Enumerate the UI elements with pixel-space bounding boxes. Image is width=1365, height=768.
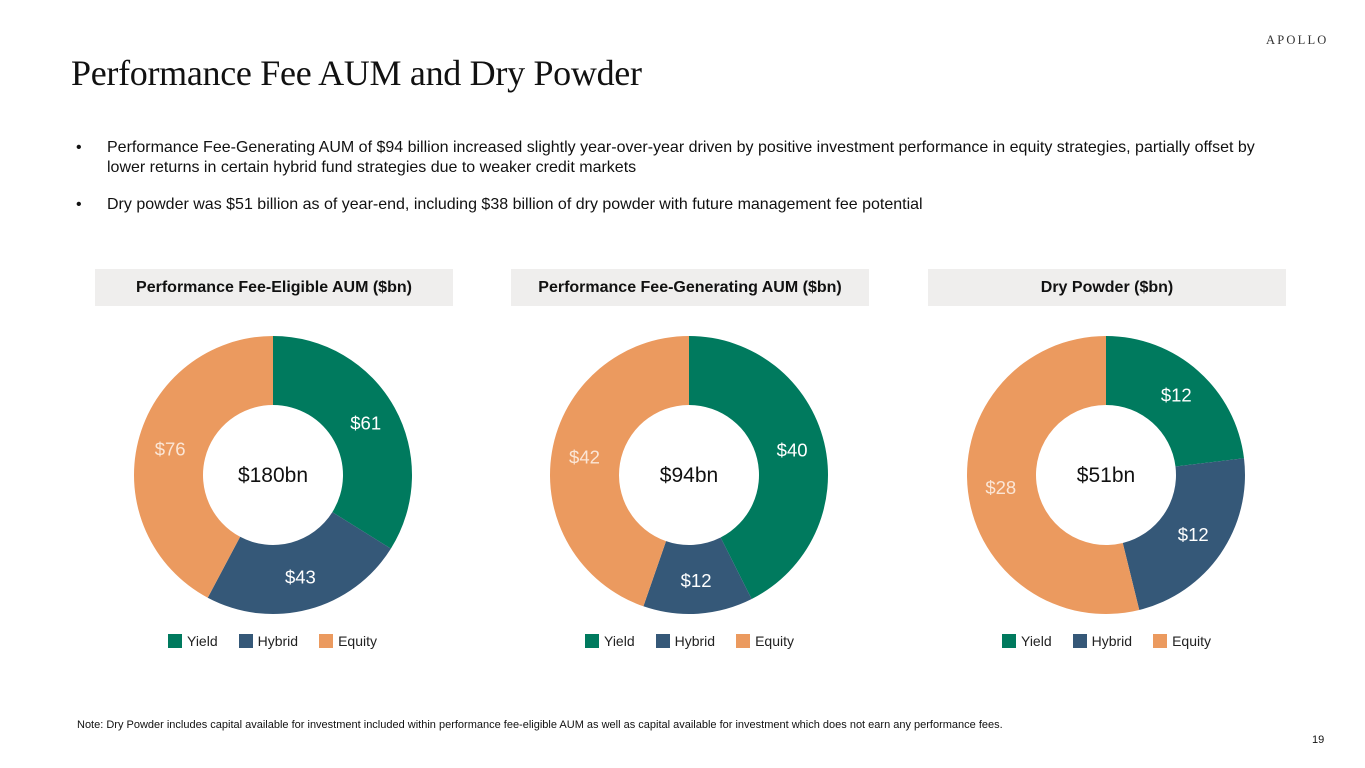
- legend-item-hybrid: Hybrid: [238, 633, 299, 649]
- legend-item-hybrid: Hybrid: [1072, 633, 1133, 649]
- legend-item-yield: Yield: [168, 633, 218, 649]
- data-label-yield: $40: [777, 439, 808, 460]
- data-label-equity: $42: [569, 446, 600, 467]
- legend-label: Hybrid: [1091, 633, 1133, 649]
- center-label: $180bn: [238, 464, 308, 487]
- legend-swatch-equity: [1153, 634, 1168, 648]
- bullet-text: Dry powder was $51 billion as of year-en…: [107, 196, 923, 213]
- center-label: $94bn: [660, 464, 718, 487]
- donut-slice-yield: [1106, 336, 1244, 467]
- chart-title-fee-eligible: Performance Fee-Eligible AUM ($bn): [95, 269, 453, 306]
- legend-swatch-yield: [585, 634, 599, 648]
- legend-label: Yield: [1021, 633, 1052, 649]
- donut-slice-yield: [689, 336, 828, 600]
- legend-label: Yield: [604, 633, 635, 649]
- legend-swatch-equity: [736, 634, 751, 648]
- bullet-list: • Performance Fee-Generating AUM of $94 …: [76, 138, 1296, 232]
- legend-swatch-equity: [319, 634, 334, 648]
- legend-label: Equity: [338, 633, 378, 649]
- legend-item-yield: Yield: [585, 633, 635, 649]
- center-label: $51bn: [1077, 464, 1135, 487]
- bullet-marker: •: [76, 139, 82, 156]
- data-label-equity: $76: [155, 438, 186, 459]
- legend: Yield Hybrid Equity: [1002, 633, 1232, 649]
- page-number: 19: [1312, 734, 1325, 746]
- legend-swatch-yield: [168, 634, 182, 648]
- legend-label: Hybrid: [257, 633, 299, 649]
- donut-slice-equity: [550, 336, 689, 607]
- legend: Yield Hybrid Equity: [168, 633, 398, 649]
- data-label-hybrid: $12: [681, 570, 712, 591]
- data-label-hybrid: $43: [285, 566, 316, 587]
- legend-swatch-hybrid: [655, 634, 670, 648]
- donut-slice-yield: [273, 336, 413, 549]
- donut-chart-fee-eligible: $61 $43 $76 $180bn: [134, 336, 413, 614]
- donut-chart-fee-generating: $40 $12 $42 $94bn: [550, 336, 828, 614]
- bullet-marker: •: [76, 196, 82, 213]
- donut-slice-hybrid: [207, 512, 391, 614]
- donut-slice-hybrid: [1122, 458, 1245, 610]
- legend-swatch-hybrid: [1072, 634, 1087, 648]
- chart-title-fee-generating: Performance Fee-Generating AUM ($bn): [511, 269, 869, 306]
- data-label-equity: $28: [985, 477, 1016, 498]
- apollo-logo: APOLLO: [1266, 33, 1329, 47]
- legend-item-equity: Equity: [1153, 633, 1211, 649]
- legend-item-equity: Equity: [736, 633, 794, 649]
- footnote: Note: Dry Powder includes capital availa…: [77, 719, 1003, 731]
- donut-slice-hybrid: [643, 537, 752, 614]
- legend-label: Equity: [1172, 633, 1212, 649]
- data-label-yield: $61: [350, 413, 381, 434]
- bullet-item: • Dry powder was $51 billion as of year-…: [76, 195, 1296, 215]
- legend-swatch-hybrid: [238, 634, 253, 648]
- legend-label: Equity: [755, 633, 795, 649]
- data-label-yield: $12: [1161, 385, 1192, 406]
- legend-label: Yield: [187, 633, 218, 649]
- legend-swatch-yield: [1002, 634, 1016, 648]
- page-title: Performance Fee AUM and Dry Powder: [71, 53, 642, 93]
- legend-item-equity: Equity: [319, 633, 377, 649]
- donut-chart-dry-powder: $12 $12 $28 $51bn: [967, 336, 1245, 614]
- bullet-item: • Performance Fee-Generating AUM of $94 …: [76, 138, 1296, 178]
- chart-title-dry-powder: Dry Powder ($bn): [928, 269, 1286, 306]
- data-label-hybrid: $12: [1178, 524, 1209, 545]
- bullet-text: Performance Fee-Generating AUM of $94 bi…: [107, 139, 1255, 176]
- legend-item-yield: Yield: [1002, 633, 1052, 649]
- legend-item-hybrid: Hybrid: [655, 633, 716, 649]
- legend-label: Hybrid: [674, 633, 716, 649]
- donut-slice-equity: [134, 336, 273, 598]
- legend: Yield Hybrid Equity: [585, 633, 815, 649]
- donut-slice-equity: [967, 336, 1140, 614]
